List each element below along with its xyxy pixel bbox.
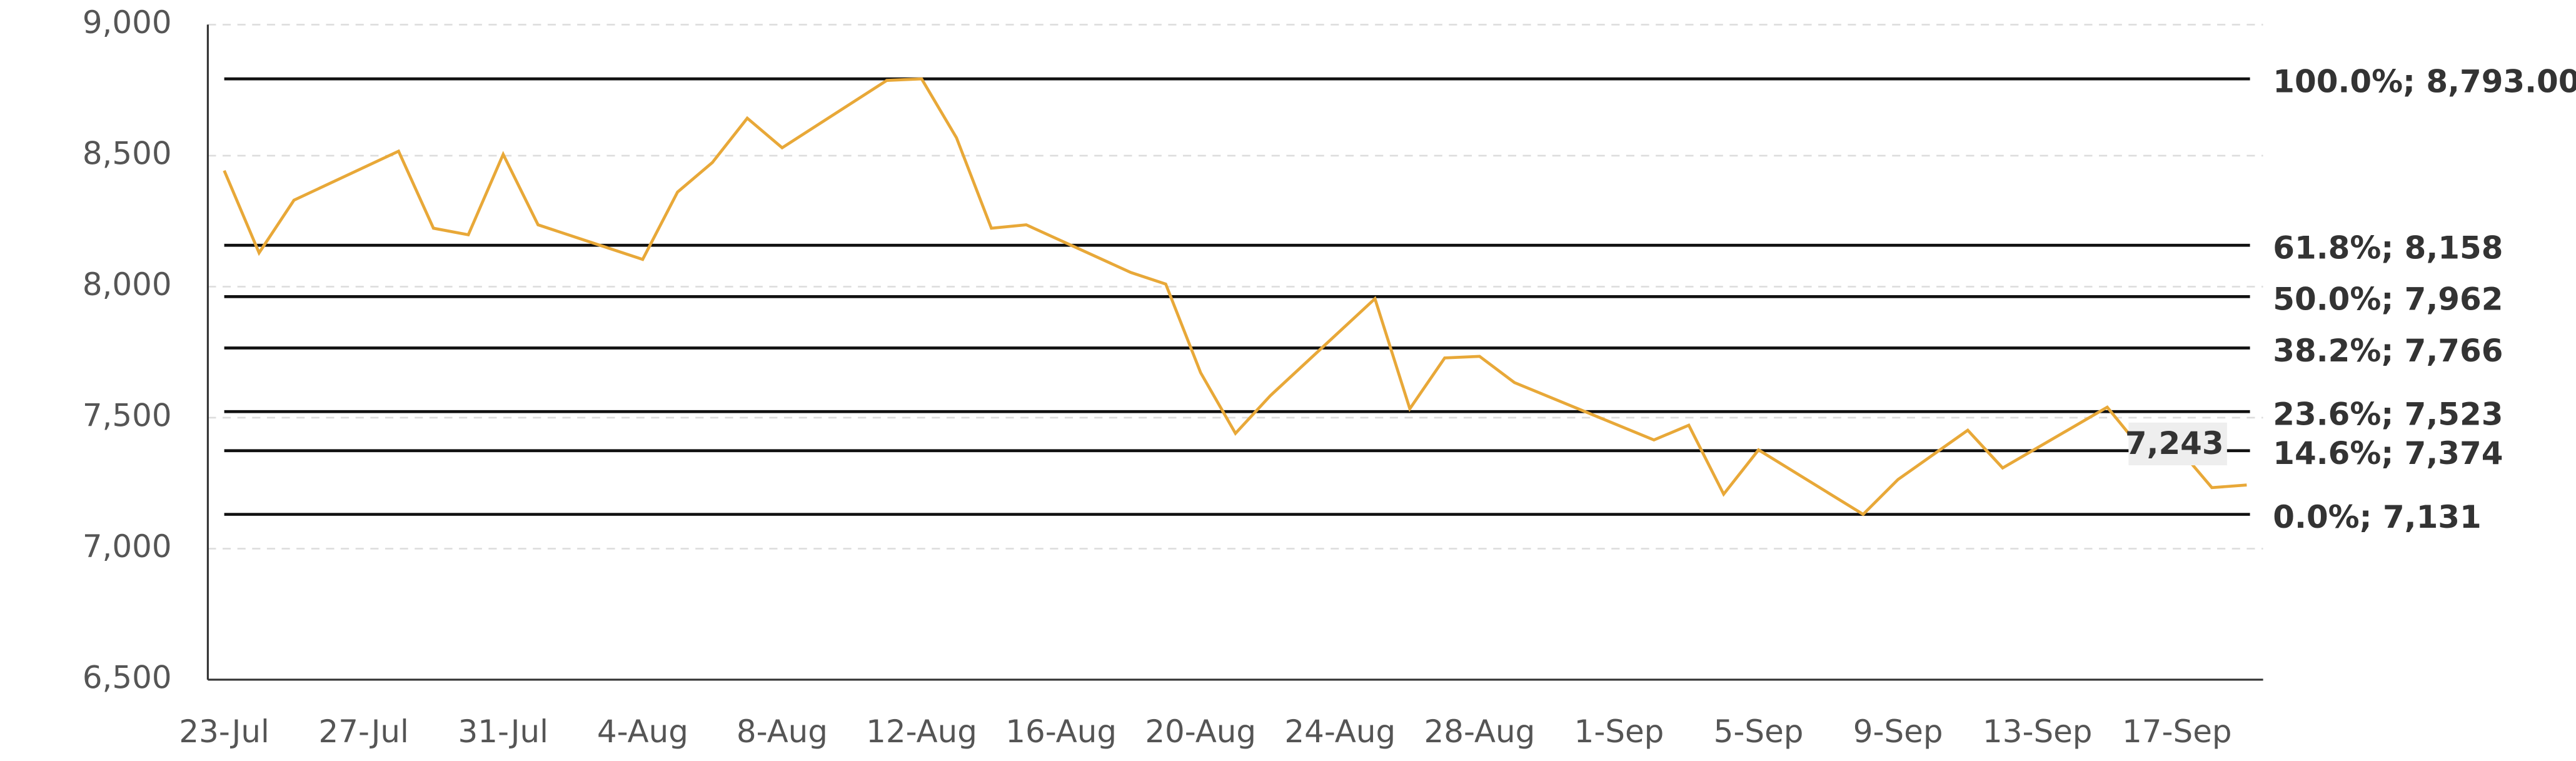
y-tick-label: 7,500 [83,397,172,433]
fib-level-label: 38.2%; 7,766 [2273,333,2503,369]
x-tick-label: 5-Sep [1714,713,1804,750]
fib-level-label: 61.8%; 8,158 [2273,230,2503,266]
x-tick-label: 12-Aug [866,713,977,750]
y-tick-label: 8,500 [83,135,172,171]
y-tick-label: 6,500 [83,659,172,695]
x-tick-label: 1-Sep [1574,713,1664,750]
fib-level-label: 0.0%; 7,131 [2273,499,2481,535]
fib-level-label: 14.6%; 7,374 [2273,435,2503,471]
x-tick-label: 24-Aug [1284,713,1396,750]
y-tick-label: 9,000 [83,4,172,41]
x-tick-label: 16-Aug [1005,713,1117,750]
x-tick-label: 27-Jul [318,713,408,750]
y-tick-label: 7,000 [83,528,172,565]
fib-level-label: 23.6%; 7,523 [2273,396,2503,433]
x-tick-label: 23-Jul [179,713,269,750]
x-tick-label: 17-Sep [2122,713,2231,750]
x-tick-label: 8-Aug [737,713,828,750]
x-tick-label: 28-Aug [1424,713,1536,750]
x-tick-label: 20-Aug [1145,713,1256,750]
value-label-box [2128,422,2227,466]
value-label: 7,243 [2125,425,2224,461]
price-line [223,77,2247,517]
x-tick-label: 13-Sep [1983,713,2092,750]
fib-level-label: 100.0%; 8,793.00 [2273,64,2576,100]
x-tick-label: 9-Sep [1853,713,1943,750]
x-tick-label: 31-Jul [458,713,548,750]
fib-level-label: 50.0%; 7,962 [2273,281,2503,318]
y-tick-label: 8,000 [83,266,172,303]
x-tick-label: 4-Aug [597,713,688,750]
